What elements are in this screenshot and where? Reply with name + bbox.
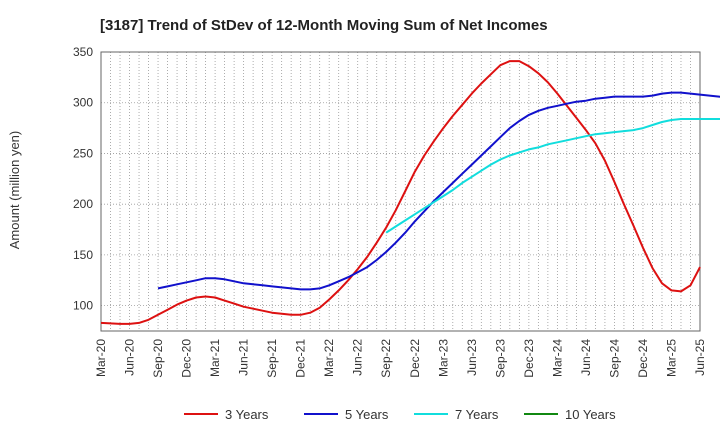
x-tick-label: Mar-20 <box>94 339 108 377</box>
x-tick-label: Dec-23 <box>522 339 536 378</box>
y-tick-label: 250 <box>73 146 93 160</box>
x-tick-label: Dec-21 <box>294 339 308 378</box>
x-tick-label: Mar-22 <box>322 339 336 377</box>
x-tick-label: Sep-22 <box>379 339 393 378</box>
x-tick-label: Dec-20 <box>180 339 194 378</box>
x-tick-label: Jun-25 <box>693 339 707 376</box>
legend-label-2: 7 Years <box>455 407 499 422</box>
x-tick-label: Jun-21 <box>237 339 251 376</box>
y-tick-label: 200 <box>73 197 93 211</box>
x-tick-label: Mar-21 <box>208 339 222 377</box>
x-tick-label: Dec-24 <box>636 339 650 378</box>
plot-frame <box>100 51 701 332</box>
legend: 3 Years 5 Years 7 Years 10 Years <box>184 407 616 422</box>
x-tick-label: Mar-23 <box>436 339 450 377</box>
y-tick-label: 100 <box>73 299 93 313</box>
x-tick-label: Jun-20 <box>123 339 137 376</box>
grid-lines <box>101 51 700 331</box>
x-tick-label: Sep-23 <box>493 339 507 378</box>
x-tick-label: Sep-21 <box>265 339 279 378</box>
y-tick-label: 350 <box>73 45 93 59</box>
x-tick-label: Sep-20 <box>151 339 165 378</box>
x-axis-ticks: Mar-20 Jun-20 Sep-20 Dec-20 Mar-21 Jun-21 Sep-… <box>94 339 707 378</box>
x-tick-label: Jun-23 <box>465 339 479 376</box>
x-tick-label: Jun-22 <box>351 339 365 376</box>
x-tick-label: Dec-22 <box>408 339 422 378</box>
y-axis-label: Amount (million yen) <box>7 131 22 250</box>
series-lines <box>100 60 720 325</box>
legend-label-0: 3 Years <box>225 407 269 422</box>
series-line-0 <box>100 60 701 325</box>
y-tick-label: 300 <box>73 96 93 110</box>
legend-label-3: 10 Years <box>565 407 616 422</box>
y-tick-label: 150 <box>73 248 93 262</box>
x-tick-label: Mar-24 <box>550 339 564 377</box>
x-tick-label: Sep-24 <box>607 339 621 378</box>
x-tick-label: Jun-24 <box>579 339 593 376</box>
chart-title: [3187] Trend of StDev of 12-Month Moving… <box>100 17 548 34</box>
legend-label-1: 5 Years <box>345 407 389 422</box>
series-line-1 <box>157 91 720 291</box>
y-axis-ticks: 100 150 200 250 300 350 <box>73 45 93 313</box>
x-tick-label: Mar-25 <box>664 339 678 377</box>
series-line-2 <box>385 118 720 234</box>
